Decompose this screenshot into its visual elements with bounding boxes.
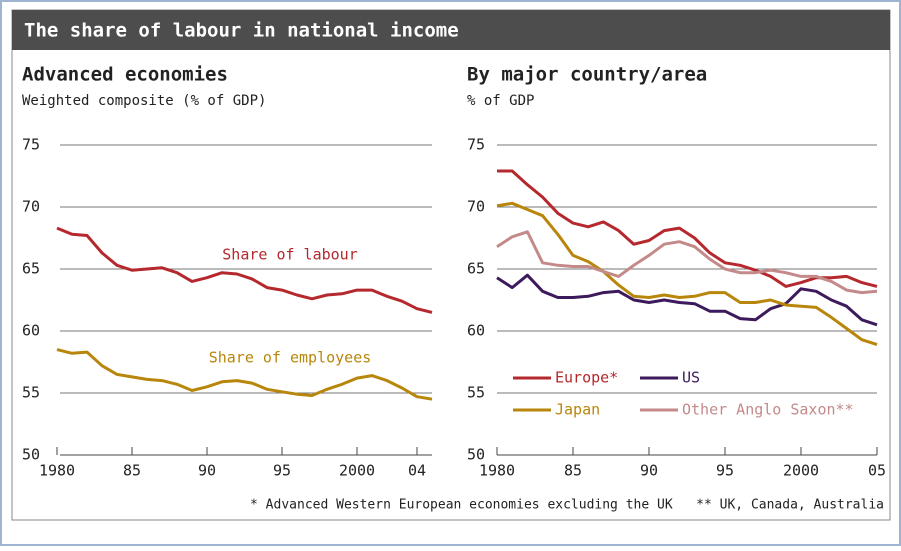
panel-title: Advanced economies: [22, 64, 228, 86]
y-tick-label: 50: [467, 446, 485, 464]
series-line: [496, 273, 878, 327]
y-tick-label: 50: [22, 446, 40, 464]
x-tick-label: 95: [716, 462, 734, 480]
x-tick-label: 2000: [783, 462, 819, 480]
y-tick-label: 60: [467, 322, 485, 340]
x-tick-label: 2000: [339, 462, 375, 480]
y-tick-label: 70: [467, 198, 485, 216]
y-tick-label: 75: [22, 136, 40, 154]
legend-label: US: [682, 369, 700, 387]
series-label: Share of employees: [209, 349, 372, 367]
x-tick-label: 04: [408, 462, 426, 480]
panel-subtitle: Weighted composite (% of GDP): [22, 93, 266, 109]
x-tick-label: 90: [198, 462, 216, 480]
x-tick-label: 05: [868, 462, 886, 480]
y-tick-label: 65: [22, 260, 40, 278]
y-tick-label: 60: [22, 322, 40, 340]
legend-label: Japan: [555, 401, 600, 419]
series-line: [497, 169, 878, 288]
y-tick-label: 55: [467, 384, 485, 402]
series-line: [56, 348, 433, 401]
x-tick-label: 85: [123, 462, 141, 480]
footnote: * Advanced Western European economies ex…: [250, 498, 884, 513]
series-line: [496, 230, 878, 295]
x-tick-label: 85: [564, 462, 582, 480]
y-tick-label: 55: [22, 384, 40, 402]
x-tick-label: 1980: [479, 462, 515, 480]
series-line: [496, 201, 878, 347]
y-tick-label: 75: [467, 136, 485, 154]
series-label: Share of labour: [222, 246, 357, 264]
y-tick-label: 70: [22, 198, 40, 216]
panel-title: By major country/area: [467, 64, 707, 86]
series-line: [56, 226, 433, 314]
y-tick-label: 65: [467, 260, 485, 278]
panel-subtitle: % of GDP: [467, 93, 534, 109]
x-tick-label: 95: [273, 462, 291, 480]
title-bar: [12, 10, 890, 50]
x-tick-label: 90: [640, 462, 658, 480]
legend-label: Europe*: [555, 369, 618, 387]
chart-box: [11, 9, 891, 521]
chart-title: The share of labour in national income: [24, 20, 459, 42]
x-tick-label: 1980: [39, 462, 75, 480]
legend-label: Other Anglo Saxon**: [682, 401, 854, 419]
